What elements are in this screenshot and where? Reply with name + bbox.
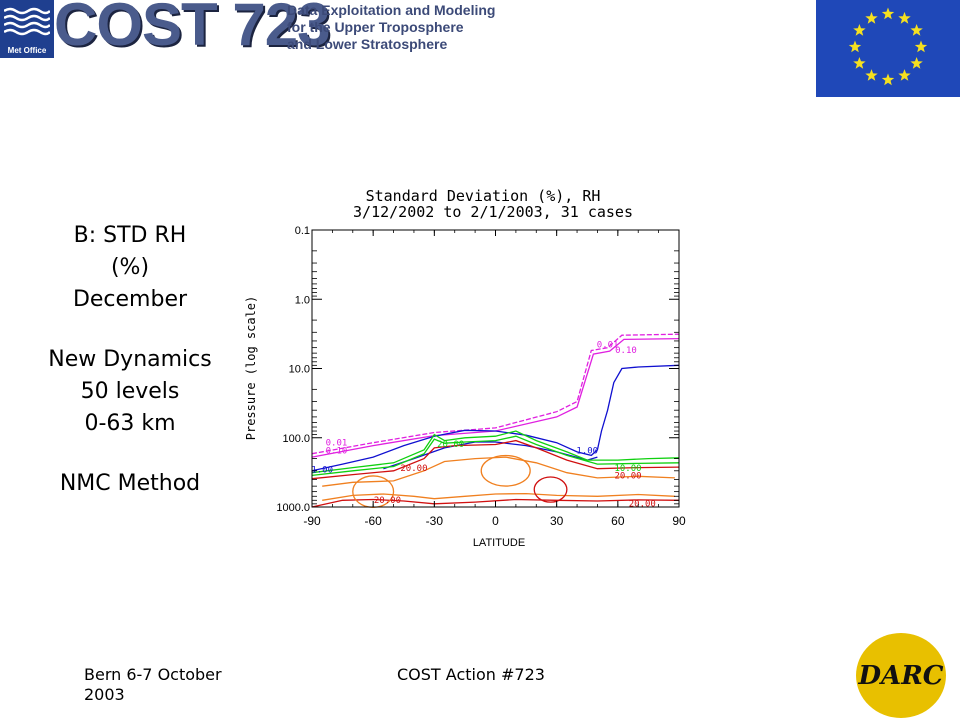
closed-contour	[533, 476, 568, 503]
contour-label: 20.00	[437, 440, 464, 450]
description-line-4: New Dynamics	[48, 347, 212, 372]
contour-line	[311, 364, 680, 472]
contour-line	[383, 441, 598, 470]
darc-logo: DARC	[856, 633, 946, 718]
contour-line	[322, 456, 675, 487]
contour-line	[322, 492, 675, 501]
cost-subtitle-line: and Lower Stratosphere	[287, 36, 448, 52]
cost-723-logo: COST 723	[54, 0, 330, 58]
eu-star-icon	[898, 69, 911, 81]
x-tick-label: -90	[303, 514, 321, 528]
contour-label: 1.00	[576, 447, 598, 457]
contour-label: 0.10	[615, 346, 637, 356]
rh-std-contour-chart: Standard Deviation (%), RH 3/12/2002 to …	[244, 187, 686, 549]
x-tick-label: 0	[492, 514, 499, 528]
description-line-5: 50 levels	[80, 379, 180, 404]
eu-star-icon	[865, 11, 878, 24]
x-tick-label: -60	[364, 514, 382, 528]
contour-line	[311, 439, 680, 480]
eu-star-icon	[853, 24, 866, 36]
panel-letter: B	[73, 223, 89, 248]
y-tick-label: 1000.0	[276, 502, 310, 514]
x-tick-label: 60	[611, 514, 625, 528]
contour-label: 20.00	[629, 499, 656, 509]
eu-star-icon	[910, 24, 923, 36]
panel-title: : STD RH	[88, 223, 187, 248]
x-tick-label: 30	[550, 514, 564, 528]
contour-label: 0.01	[326, 439, 348, 449]
footer-event-line: Bern 6-7 October	[84, 665, 222, 684]
contour-label: 20.00	[614, 472, 641, 482]
x-tick-label: 90	[672, 514, 686, 528]
y-tick-label: 0.1	[295, 225, 310, 237]
y-tick-label: 10.0	[289, 364, 310, 376]
contour-line	[311, 498, 680, 508]
contour-label: 0.01	[597, 341, 619, 351]
x-tick-label: -30	[426, 514, 444, 528]
closed-contour	[480, 454, 531, 487]
contour-line	[311, 430, 680, 474]
met-office-label: Met Office	[7, 46, 47, 55]
cost-subtitle-line: Data Exploitation and Modeling	[287, 2, 496, 18]
cost-subtitle-line: for the Upper Troposphere	[287, 19, 464, 35]
eu-star-icon	[853, 57, 866, 69]
contour-label: 10.00	[614, 464, 641, 474]
chart-title: Standard Deviation (%), RH	[366, 187, 601, 205]
met-office-waves-icon	[4, 7, 50, 36]
eu-stars-icon	[848, 7, 928, 86]
met-office-logo: Met Office	[0, 0, 54, 58]
eu-star-icon	[848, 40, 862, 53]
footer-event-line: 2003	[84, 685, 125, 704]
eu-star-icon	[865, 69, 878, 81]
footer-action: COST Action #723	[397, 665, 545, 684]
description-line-2: (%)	[110, 255, 150, 280]
eu-star-icon	[910, 57, 923, 69]
eu-star-icon	[881, 7, 895, 20]
eu-star-icon	[881, 73, 895, 86]
description-line-3: December	[72, 287, 188, 312]
eu-star-icon	[898, 11, 911, 24]
description-line-1: B: STD RH	[25, 220, 235, 252]
header: Met Office COST 723 Data Exploitation an…	[0, 0, 960, 97]
contour-label: 0.10	[326, 447, 348, 457]
contour-label: 1.00	[311, 466, 333, 476]
contour-line	[311, 337, 680, 458]
contour-line	[311, 435, 680, 477]
eu-star-icon	[914, 40, 928, 53]
y-tick-label: 100.0	[282, 433, 310, 445]
y-axis-label: Pressure (log scale)	[244, 296, 258, 441]
description-line-7: NMC Method	[59, 471, 201, 496]
chart-subtitle: 3/12/2002 to 2/1/2003, 31 cases	[353, 203, 633, 221]
cost-subtitle: Data Exploitation and Modeling for the U…	[287, 2, 495, 53]
x-axis-label: LATITUDE	[473, 537, 525, 549]
slide-description: B: STD RH (%) December New Dynamics 50 l…	[25, 220, 235, 500]
contour-label: 20.00	[374, 496, 401, 506]
footer-event: Bern 6-7 October 2003	[84, 665, 284, 705]
eu-flag-icon	[816, 0, 960, 97]
description-line-6: 0-63 km	[84, 411, 176, 436]
contour-line	[311, 333, 680, 455]
contour-label: 20.00	[400, 464, 427, 474]
darc-label: DARC	[858, 661, 944, 691]
y-tick-label: 1.0	[295, 294, 310, 306]
